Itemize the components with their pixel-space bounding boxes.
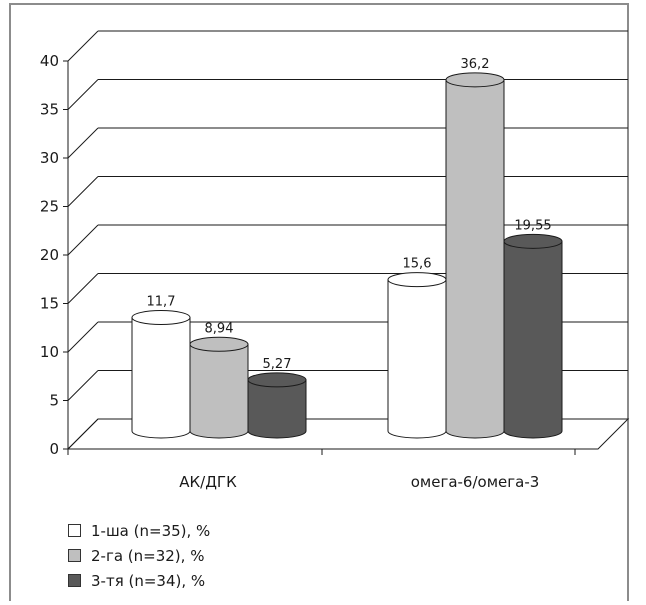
bar-cylinder-top <box>247 372 307 388</box>
legend: 1-ша (n=35), % 2-га (n=32), % 3-тя (n=34… <box>68 518 210 593</box>
side-gridline <box>67 370 99 401</box>
bar-cylinder <box>445 79 505 439</box>
side-gridline <box>67 273 99 304</box>
data-label: 19,55 <box>514 218 551 233</box>
y-tick-label: 10 <box>40 343 59 361</box>
data-label: 5,27 <box>263 357 292 372</box>
legend-swatch-series-1 <box>68 524 81 537</box>
legend-item-series-3: 3-тя (n=34), % <box>68 568 210 593</box>
side-gridline <box>67 176 99 207</box>
bar-cylinder-top <box>503 233 563 249</box>
category-label: АК/ДГК <box>179 473 237 491</box>
bar-cylinder-top <box>189 336 249 352</box>
side-gridline <box>67 224 99 256</box>
bar-cylinder-top <box>387 272 447 288</box>
bar-cylinder-top <box>445 72 505 88</box>
side-gridline <box>67 79 99 110</box>
legend-label-series-3: 3-тя (n=34), % <box>91 571 206 590</box>
y-tick-label: 0 <box>49 440 59 458</box>
bar-cylinder <box>247 379 307 439</box>
legend-label-series-2: 2-га (n=32), % <box>91 546 205 565</box>
bar-cylinder-top <box>131 310 191 326</box>
bar-cylinder <box>189 343 249 439</box>
bar-cylinder <box>387 279 447 439</box>
data-label: 15,6 <box>403 257 432 272</box>
data-label: 8,94 <box>205 321 234 336</box>
y-tick-label: 25 <box>40 198 59 216</box>
legend-swatch-series-3 <box>68 574 81 587</box>
legend-swatch-series-2 <box>68 549 81 562</box>
data-label: 36,2 <box>461 57 490 72</box>
y-tick-label: 30 <box>40 149 59 167</box>
side-gridline <box>67 321 99 353</box>
y-tick-label: 15 <box>40 295 59 313</box>
y-tick-label: 20 <box>40 246 59 264</box>
legend-item-series-1: 1-ша (n=35), % <box>68 518 210 543</box>
legend-item-series-2: 2-га (n=32), % <box>68 543 210 568</box>
y-tick-label: 40 <box>40 52 59 70</box>
y-tick-label: 35 <box>40 101 59 119</box>
side-gridline <box>67 127 99 159</box>
bar-cylinder <box>503 240 563 439</box>
bar-cylinder <box>131 317 191 439</box>
y-tick-label: 5 <box>49 392 59 410</box>
category-label: омега-6/омега-3 <box>411 473 540 491</box>
legend-label-series-1: 1-ша (n=35), % <box>91 521 211 540</box>
data-label: 11,7 <box>147 295 176 310</box>
side-gridline <box>67 30 99 62</box>
